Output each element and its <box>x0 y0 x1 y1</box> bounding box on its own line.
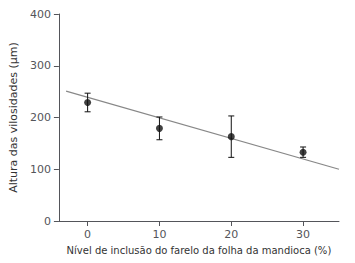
svg-text:0: 0 <box>84 228 91 241</box>
svg-text:200: 200 <box>30 111 51 124</box>
svg-text:30: 30 <box>296 228 310 241</box>
svg-text:0: 0 <box>44 215 51 228</box>
svg-text:20: 20 <box>224 228 238 241</box>
svg-text:400: 400 <box>30 8 51 21</box>
svg-text:10: 10 <box>152 228 166 241</box>
svg-text:Nível de inclusão do farelo da: Nível de inclusão do farelo da folha da … <box>67 245 332 256</box>
svg-text:100: 100 <box>30 163 51 176</box>
svg-text:Altura das vilosidades (µm): Altura das vilosidades (µm) <box>7 42 20 193</box>
svg-text:300: 300 <box>30 59 51 72</box>
